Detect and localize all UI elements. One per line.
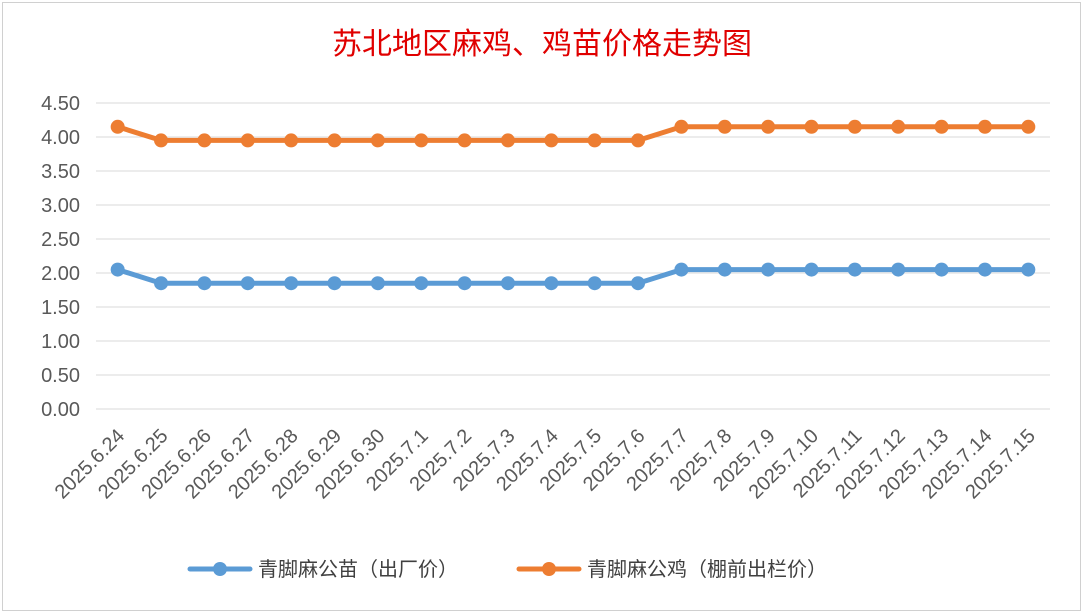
legend-item[interactable]: 青脚麻公鸡（棚前出栏价） [516,557,827,581]
x-axis: 2025.6.242025.6.252025.6.262025.6.272025… [51,425,1040,503]
data-point[interactable] [414,133,429,148]
data-point[interactable] [327,276,342,291]
series-line [115,267,1031,286]
y-tick-label: 1.50 [41,297,80,319]
y-axis: 0.00 0.50 1.00 1.50 2.00 2.50 3.00 3.50 4.00 4.50 [41,93,80,421]
legend-item[interactable]: 青脚麻公苗（出厂价） [187,557,458,581]
data-point[interactable] [631,276,646,291]
data-point[interactable] [717,262,732,277]
y-tick-label: 3.50 [41,161,80,183]
data-point[interactable] [674,262,689,277]
series-1 [110,262,1036,291]
data-point[interactable] [544,276,559,291]
chart-title: 苏北地区麻鸡、鸡苗价格走势图 [332,27,752,62]
data-point[interactable] [414,276,429,291]
series-group [110,119,1036,291]
data-point[interactable] [457,276,472,291]
data-point[interactable] [197,133,212,148]
data-point[interactable] [110,262,125,277]
y-tick-label: 4.00 [41,127,80,149]
legend-label: 青脚麻公鸡（棚前出栏价） [587,557,827,581]
data-point[interactable] [500,133,515,148]
y-tick-label: 2.00 [41,263,80,285]
data-point[interactable] [240,133,255,148]
data-point[interactable] [977,119,992,134]
data-point[interactable] [1021,119,1036,134]
series-line [115,124,1031,143]
y-tick-label: 0.50 [41,365,80,387]
data-point[interactable] [370,133,385,148]
data-point[interactable] [154,276,169,291]
y-tick-label: 2.50 [41,229,80,251]
data-point[interactable] [891,262,906,277]
data-point[interactable] [587,276,602,291]
y-tick-label: 4.50 [41,93,80,115]
data-point[interactable] [370,276,385,291]
grid-lines [96,102,1050,410]
data-point[interactable] [847,262,862,277]
data-point[interactable] [804,119,819,134]
legend-marker-icon [542,562,556,576]
data-point[interactable] [327,133,342,148]
data-point[interactable] [674,119,689,134]
y-tick-label: 0.00 [41,399,80,421]
data-point[interactable] [934,119,949,134]
legend-label: 青脚麻公苗（出厂价） [258,557,458,581]
y-tick-label: 1.00 [41,331,80,353]
data-point[interactable] [544,133,559,148]
data-point[interactable] [717,119,732,134]
data-point[interactable] [154,133,169,148]
data-point[interactable] [847,119,862,134]
data-point[interactable] [110,119,125,134]
data-point[interactable] [284,276,299,291]
data-point[interactable] [977,262,992,277]
data-point[interactable] [587,133,602,148]
legend-marker-icon [213,562,227,576]
data-point[interactable] [631,133,646,148]
data-point[interactable] [457,133,472,148]
data-point[interactable] [761,262,776,277]
y-tick-label: 3.00 [41,195,80,217]
data-point[interactable] [197,276,212,291]
data-point[interactable] [284,133,299,148]
data-point[interactable] [934,262,949,277]
data-point[interactable] [891,119,906,134]
data-point[interactable] [240,276,255,291]
data-point[interactable] [804,262,819,277]
data-point[interactable] [1021,262,1036,277]
legend[interactable]: 青脚麻公苗（出厂价） 青脚麻公鸡（棚前出栏价） [187,557,827,581]
series-2 [110,119,1036,148]
data-point[interactable] [761,119,776,134]
data-point[interactable] [500,276,515,291]
